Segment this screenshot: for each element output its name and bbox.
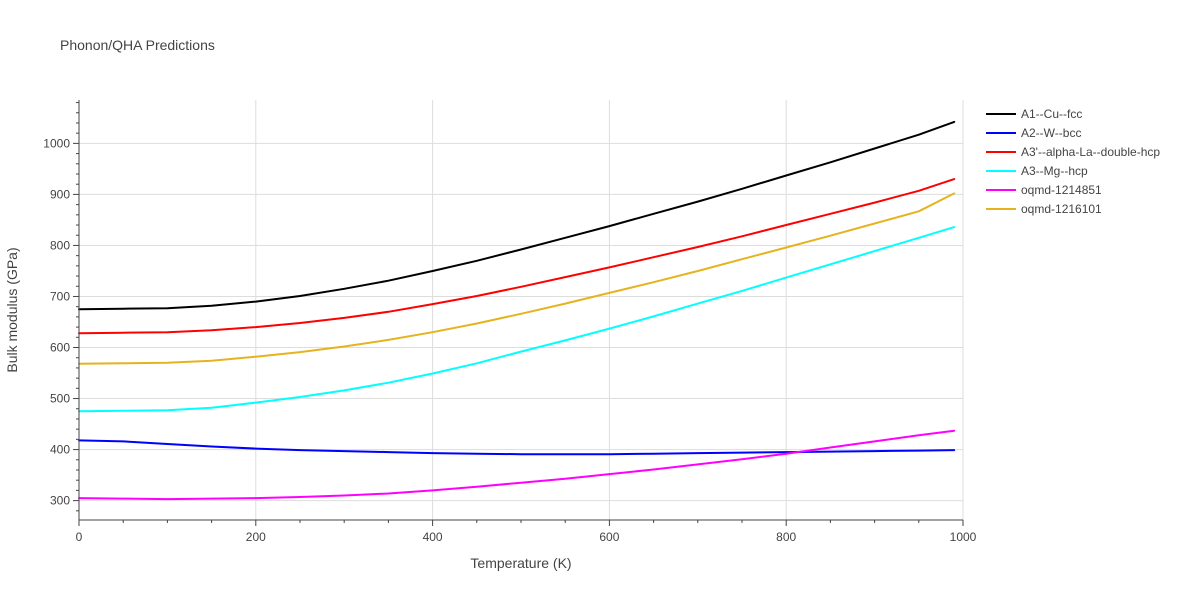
x-tick-label: 0 (76, 530, 83, 544)
y-tick-label: 500 (50, 392, 70, 406)
legend-item-3[interactable]: A3--Mg--hcp (986, 164, 1088, 178)
x-axis-title: Temperature (K) (470, 555, 571, 571)
legend-item-1[interactable]: A2--W--bcc (986, 126, 1081, 140)
x-tick-label: 1000 (950, 530, 977, 544)
x-tick-label: 200 (246, 530, 266, 544)
series-line-5 (78, 192, 956, 365)
grid-layer (79, 100, 964, 520)
y-tick-label: 800 (50, 238, 70, 252)
x-tick-label: 800 (776, 530, 796, 544)
legend-label: A3--Mg--hcp (1021, 164, 1088, 178)
series-layer (78, 120, 956, 501)
legend-label: A1--Cu--fcc (1021, 107, 1082, 121)
x-tick-label: 600 (599, 530, 619, 544)
legend-label: oqmd-1216101 (1021, 202, 1102, 216)
y-axis-title: Bulk modulus (GPa) (4, 247, 20, 372)
legend-item-4[interactable]: oqmd-1214851 (986, 183, 1102, 197)
y-tick-label: 600 (50, 341, 70, 355)
axes-layer: 0 200 400 600 800 1000 300 400 500 600 700 800 900 10… (43, 100, 977, 544)
legend-label: A3'--alpha-La--double-hcp (1021, 145, 1160, 159)
chart-title: Phonon/QHA Predictions (60, 37, 215, 53)
series-line-1 (78, 439, 956, 456)
legend-label: oqmd-1214851 (1021, 183, 1102, 197)
series-line-4 (78, 429, 956, 501)
legend-label: A2--W--bcc (1021, 126, 1081, 140)
legend: A1--Cu--fcc A2--W--bcc A3'--alpha-La--doub… (986, 107, 1160, 216)
legend-item-0[interactable]: A1--Cu--fcc (986, 107, 1082, 121)
y-tick-label: 1000 (43, 136, 70, 150)
y-tick-label: 900 (50, 187, 70, 201)
x-tick-label: 400 (423, 530, 443, 544)
y-tick-label: 300 (50, 494, 70, 508)
legend-item-2[interactable]: A3'--alpha-La--double-hcp (986, 145, 1160, 159)
series-line-0 (78, 120, 956, 311)
legend-item-5[interactable]: oqmd-1216101 (986, 202, 1102, 216)
y-tick-label: 400 (50, 443, 70, 457)
series-line-3 (78, 226, 956, 413)
series-line-2 (78, 178, 956, 335)
y-tick-label: 700 (50, 289, 70, 303)
